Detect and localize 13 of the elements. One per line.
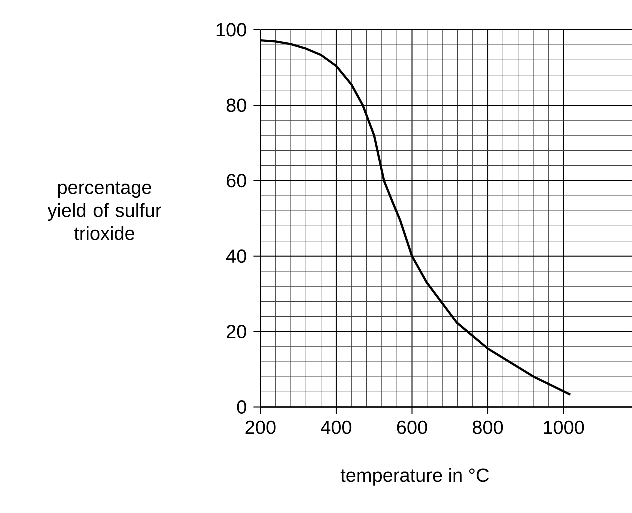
x-tick-label: 200 [246,420,276,434]
x-tick-label: 1000 [544,420,584,434]
y-tick-label: 60 [226,174,246,188]
y-tick-label: 20 [226,325,246,339]
y-tick-label: 0 [237,400,246,414]
x-axis-title: temperature in °C [340,468,489,486]
x-tick-label: 600 [397,420,428,434]
y-tick-label: 40 [226,250,246,264]
x-tick-label: 400 [321,420,352,434]
y-tick-label: 100 [216,23,246,37]
x-tick-label: 800 [473,420,504,434]
y-axis-title: percentage yield of sulfur trioxide [48,182,162,240]
y-tick-label: 80 [226,98,246,112]
